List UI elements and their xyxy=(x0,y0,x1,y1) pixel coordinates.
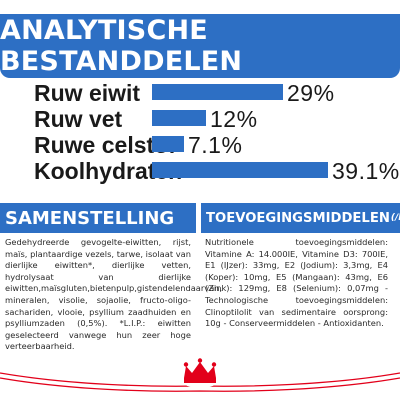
analysis-value: 29% xyxy=(287,80,335,106)
analysis-label: Ruw eiwit xyxy=(34,80,141,106)
analysis-row: Ruw vet 12% xyxy=(0,106,400,132)
analysis-rows: Ruw eiwit 29% Ruw vet 12% Ruwe celstof 7… xyxy=(0,78,400,186)
additives-text: Nutritionele toevoegingsmiddelen: Vitami… xyxy=(205,237,388,329)
analysis-bar xyxy=(152,162,328,178)
additives-header: TOEVOEGINGSMIDDELEN(/kg) xyxy=(201,203,400,233)
analysis-bar xyxy=(152,84,283,100)
analytical-constituents-banner: ANALYTISCHE BESTANDDELEN xyxy=(0,14,400,78)
analysis-value: 7.1% xyxy=(188,132,243,158)
analysis-value: 39.1% xyxy=(332,158,400,184)
royal-canin-crown-logo-icon xyxy=(0,358,400,392)
analysis-value: 12% xyxy=(210,106,258,132)
analysis-row: Koolhydraten 39.1% xyxy=(0,158,400,184)
analysis-label: Ruw vet xyxy=(34,106,123,132)
composition-title: SAMENSTELLING xyxy=(5,207,175,229)
additives-unit: (/kg) xyxy=(390,213,400,223)
composition-text: Gedehydreerde gevogelte-eiwitten, rijst,… xyxy=(5,237,223,352)
additives-title: TOEVOEGINGSMIDDELEN xyxy=(206,210,390,226)
composition-header: SAMENSTELLING xyxy=(0,203,196,233)
analysis-bar xyxy=(152,110,206,126)
analysis-row: Ruw eiwit 29% xyxy=(0,80,400,106)
analysis-row: Ruwe celstof 7.1% xyxy=(0,132,400,158)
analysis-bar xyxy=(152,136,184,152)
banner-title: ANALYTISCHE BESTANDDELEN xyxy=(0,15,243,77)
